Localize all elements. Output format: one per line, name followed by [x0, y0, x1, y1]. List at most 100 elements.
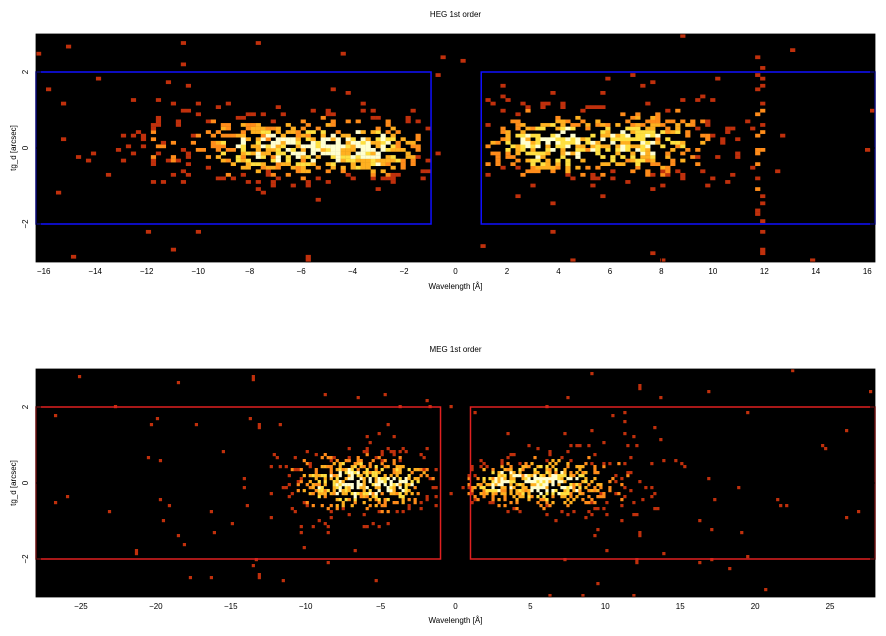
- heatmap-cell: [635, 165, 641, 170]
- heatmap-cell: [540, 126, 546, 131]
- heatmap-cell: [500, 465, 504, 469]
- heatmap-cell: [542, 495, 546, 499]
- heatmap-cell: [602, 495, 606, 499]
- heatmap-cell: [320, 115, 326, 120]
- heatmap-cell: [497, 480, 501, 484]
- heatmap-cell: [150, 162, 157, 167]
- heatmap-cell: [760, 101, 766, 106]
- heatmap-cell: [290, 507, 294, 511]
- heatmap-cell: [488, 489, 492, 493]
- heatmap-cell: [585, 165, 591, 170]
- heatmap-cell: [260, 126, 266, 131]
- heatmap-cell: [330, 151, 336, 156]
- heatmap-cell: [420, 169, 426, 174]
- heatmap-cell: [590, 498, 594, 502]
- heatmap-cell: [120, 158, 127, 163]
- heatmap-cell: [575, 444, 579, 448]
- heatmap-cell: [630, 123, 636, 127]
- heatmap-cell: [180, 41, 187, 45]
- heatmap-cell: [570, 137, 576, 142]
- heatmap-cell: [389, 474, 393, 478]
- heatmap-cell: [255, 162, 261, 167]
- heatmap-cell: [385, 162, 391, 167]
- heatmap-cell: [311, 474, 315, 478]
- heatmap-cell: [338, 468, 342, 472]
- heatmap-cell: [500, 165, 506, 170]
- heatmap-cell: [250, 151, 256, 156]
- heatmap-cell: [290, 151, 296, 156]
- heatmap-cell: [527, 489, 531, 493]
- heatmap-cell: [491, 489, 495, 493]
- heatmap-cell: [350, 144, 356, 149]
- heatmap-cell: [524, 462, 528, 466]
- heatmap-cell: [386, 423, 390, 427]
- heatmap-cell: [555, 115, 561, 120]
- heatmap-cell: [390, 148, 396, 152]
- heatmap-cell: [240, 144, 246, 149]
- heatmap-cell: [347, 447, 351, 451]
- heatmap-cell: [524, 489, 528, 493]
- heatmap-cell: [593, 489, 597, 493]
- heatmap-cell: [350, 165, 356, 170]
- panel-0: HEG 1st order−16 −14 −12 −10 −8 −6 −4 −2 0 2 4 6 8 10…: [9, 10, 876, 291]
- x-tick-label: 2: [505, 267, 510, 276]
- heatmap-cell: [635, 115, 641, 120]
- heatmap-cell: [377, 498, 381, 502]
- heatmap-cell: [542, 474, 546, 478]
- heatmap-cell: [315, 126, 321, 131]
- heatmap-cell: [625, 158, 631, 163]
- heatmap-cell: [674, 459, 678, 463]
- heatmap-cell: [530, 483, 534, 487]
- heatmap-cell: [539, 465, 543, 469]
- heatmap-cell: [578, 474, 582, 478]
- heatmap-cell: [539, 486, 543, 490]
- heatmap-cell: [360, 148, 366, 152]
- heatmap-cell: [383, 480, 387, 484]
- heatmap-cell: [330, 119, 336, 124]
- heatmap-cell: [500, 489, 504, 493]
- heatmap-cell: [329, 516, 333, 520]
- heatmap-cell: [415, 148, 421, 152]
- heatmap-cell: [615, 123, 621, 127]
- heatmap-cell: [385, 155, 391, 159]
- heatmap-cell: [512, 495, 516, 499]
- heatmap-cell: [675, 126, 681, 131]
- heatmap-cell: [374, 492, 378, 496]
- heatmap-cell: [374, 498, 378, 502]
- heatmap-cell: [566, 489, 570, 493]
- heatmap-cell: [345, 91, 351, 95]
- heatmap-cell: [503, 486, 507, 490]
- heatmap-cell: [779, 504, 783, 508]
- heatmap-cell: [497, 489, 501, 493]
- heatmap-cell: [596, 495, 600, 499]
- heatmap-cell: [305, 504, 309, 508]
- heatmap-cell: [563, 501, 567, 505]
- heatmap-cell: [655, 162, 661, 167]
- heatmap-cell: [340, 51, 346, 56]
- heatmap-cell: [660, 165, 666, 170]
- heatmap-cell: [305, 450, 309, 454]
- heatmap-cell: [590, 144, 596, 149]
- heatmap-cell: [360, 155, 366, 159]
- heatmap-cell: [425, 158, 431, 163]
- heatmap-cell: [580, 172, 586, 177]
- heatmap-cell: [400, 165, 406, 170]
- heatmap-cell: [347, 474, 351, 478]
- heatmap-cell: [300, 169, 306, 174]
- heatmap-cell: [713, 498, 717, 502]
- heatmap-cell: [295, 133, 301, 138]
- heatmap-cell: [461, 486, 465, 490]
- heatmap-cell: [539, 474, 543, 478]
- heatmap-cell: [305, 462, 309, 466]
- heatmap-cell: [220, 158, 226, 163]
- heatmap-cell: [242, 486, 246, 490]
- heatmap-cell: [495, 158, 501, 163]
- heatmap-cell: [555, 137, 561, 142]
- heatmap-cell: [370, 130, 376, 134]
- heatmap-cell: [650, 155, 656, 159]
- heatmap-cell: [479, 492, 483, 496]
- heatmap-cell: [690, 119, 696, 124]
- heatmap-cell: [251, 375, 255, 379]
- heatmap-cell: [341, 468, 345, 472]
- heatmap-cell: [341, 507, 345, 511]
